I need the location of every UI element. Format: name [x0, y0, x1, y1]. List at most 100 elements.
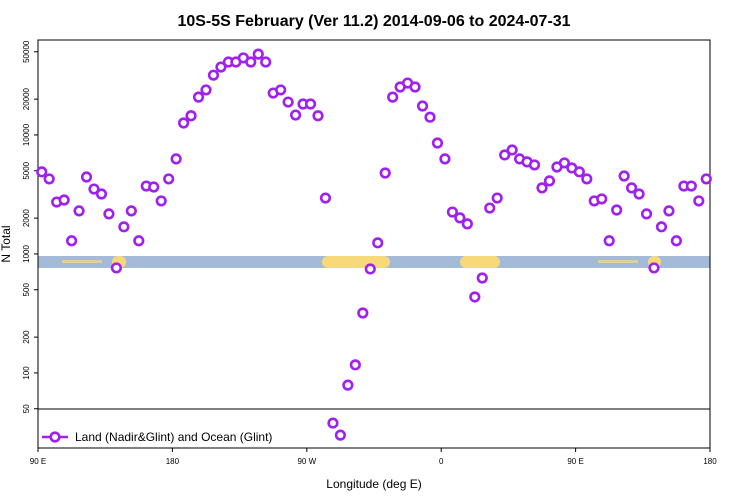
y-tick-label: 500 — [22, 283, 31, 297]
data-point — [611, 204, 623, 216]
y-tick-label: 200 — [22, 330, 31, 344]
y-tick-label: 5000 — [22, 161, 31, 179]
data-point — [36, 166, 48, 178]
data-point — [461, 218, 473, 230]
plot-frame — [37, 39, 711, 449]
data-point — [491, 192, 503, 204]
data-point — [327, 417, 339, 429]
data-point — [424, 111, 436, 123]
glint-patch — [62, 260, 102, 263]
data-point — [536, 182, 548, 194]
data-point — [581, 173, 593, 185]
x-tick-label: 90 E — [30, 457, 46, 466]
y-tick-label: 50 — [22, 404, 31, 413]
x-axis-label: Longitude (deg E) — [326, 477, 421, 491]
data-point — [416, 100, 429, 112]
x-tick-label: 180 — [166, 457, 180, 466]
data-point — [409, 81, 421, 93]
data-point — [80, 171, 93, 183]
data-point — [65, 235, 78, 247]
data-point — [349, 359, 361, 371]
y-tick-label: 20000 — [22, 87, 31, 110]
data-point — [543, 175, 556, 187]
data-point — [103, 208, 115, 220]
data-point — [215, 61, 227, 73]
data-point — [633, 188, 645, 200]
data-point — [387, 91, 399, 103]
data-point — [648, 262, 660, 274]
data-point — [700, 173, 712, 185]
y-tick-label: 100 — [22, 366, 31, 380]
glint-patch — [460, 256, 500, 268]
data-point — [625, 182, 638, 194]
data-point — [618, 170, 630, 182]
data-point — [88, 183, 100, 195]
data-point — [163, 173, 175, 185]
data-point — [528, 159, 541, 171]
data-point — [312, 110, 324, 122]
data-point — [110, 262, 122, 274]
data-point — [558, 157, 571, 169]
data-point — [372, 237, 384, 249]
data-point — [260, 56, 272, 68]
data-point — [640, 208, 653, 220]
data-point — [245, 56, 257, 68]
data-point — [58, 194, 70, 206]
data-point — [506, 144, 518, 156]
chart-title: 10S-5S February (Ver 11.2) 2014-09-06 to… — [177, 13, 570, 30]
data-point — [304, 98, 317, 110]
data-point — [573, 166, 585, 178]
glint-patch — [322, 256, 390, 268]
data-point — [603, 235, 615, 247]
data-point — [200, 84, 212, 96]
data-point — [499, 149, 511, 161]
data-point — [670, 235, 683, 247]
data-point — [439, 153, 451, 165]
data-point — [73, 205, 85, 217]
data-point — [290, 109, 302, 121]
x-tick-label: 90 E — [567, 457, 583, 466]
data-point — [454, 212, 466, 224]
data-point — [693, 195, 705, 207]
data-point — [319, 192, 332, 204]
legend-marker — [49, 431, 61, 443]
land-ocean-strip — [38, 256, 710, 268]
legend-label: Land (Nadir&Glint) and Ocean (Glint) — [75, 430, 272, 444]
data-point — [431, 137, 444, 149]
y-tick-label: 50000 — [22, 40, 31, 63]
y-tick-label: 10000 — [22, 123, 31, 146]
data-point — [469, 291, 481, 303]
data-point — [43, 173, 55, 185]
y-axis-label: N Total — [0, 225, 13, 262]
data-point — [282, 96, 294, 108]
glint-patch — [598, 260, 638, 263]
data-point — [178, 117, 190, 129]
x-tick-label: 0 — [439, 457, 444, 466]
data-point — [133, 235, 145, 247]
y-tick-label: 1000 — [22, 244, 31, 262]
data-point — [685, 180, 697, 192]
data-point — [357, 307, 369, 319]
data-point — [252, 48, 264, 60]
data-point — [379, 167, 391, 179]
data-point — [95, 188, 108, 200]
x-tick-label: 90 W — [297, 457, 316, 466]
data-point — [118, 221, 130, 233]
data-point — [663, 205, 675, 217]
data-point — [596, 193, 608, 205]
data-point — [275, 84, 287, 96]
x-tick-label: 180 — [703, 457, 717, 466]
data-point — [148, 181, 160, 193]
data-point — [155, 195, 167, 207]
data-point — [334, 429, 347, 441]
data-point — [170, 153, 182, 165]
data-point — [342, 379, 354, 391]
data-point — [207, 69, 220, 81]
y-tick-label: 2000 — [22, 209, 31, 227]
data-point — [364, 263, 376, 275]
data-point — [446, 206, 459, 218]
data-point — [125, 205, 137, 217]
data-point — [484, 202, 496, 214]
data-point — [185, 110, 197, 122]
data-point — [655, 221, 668, 233]
